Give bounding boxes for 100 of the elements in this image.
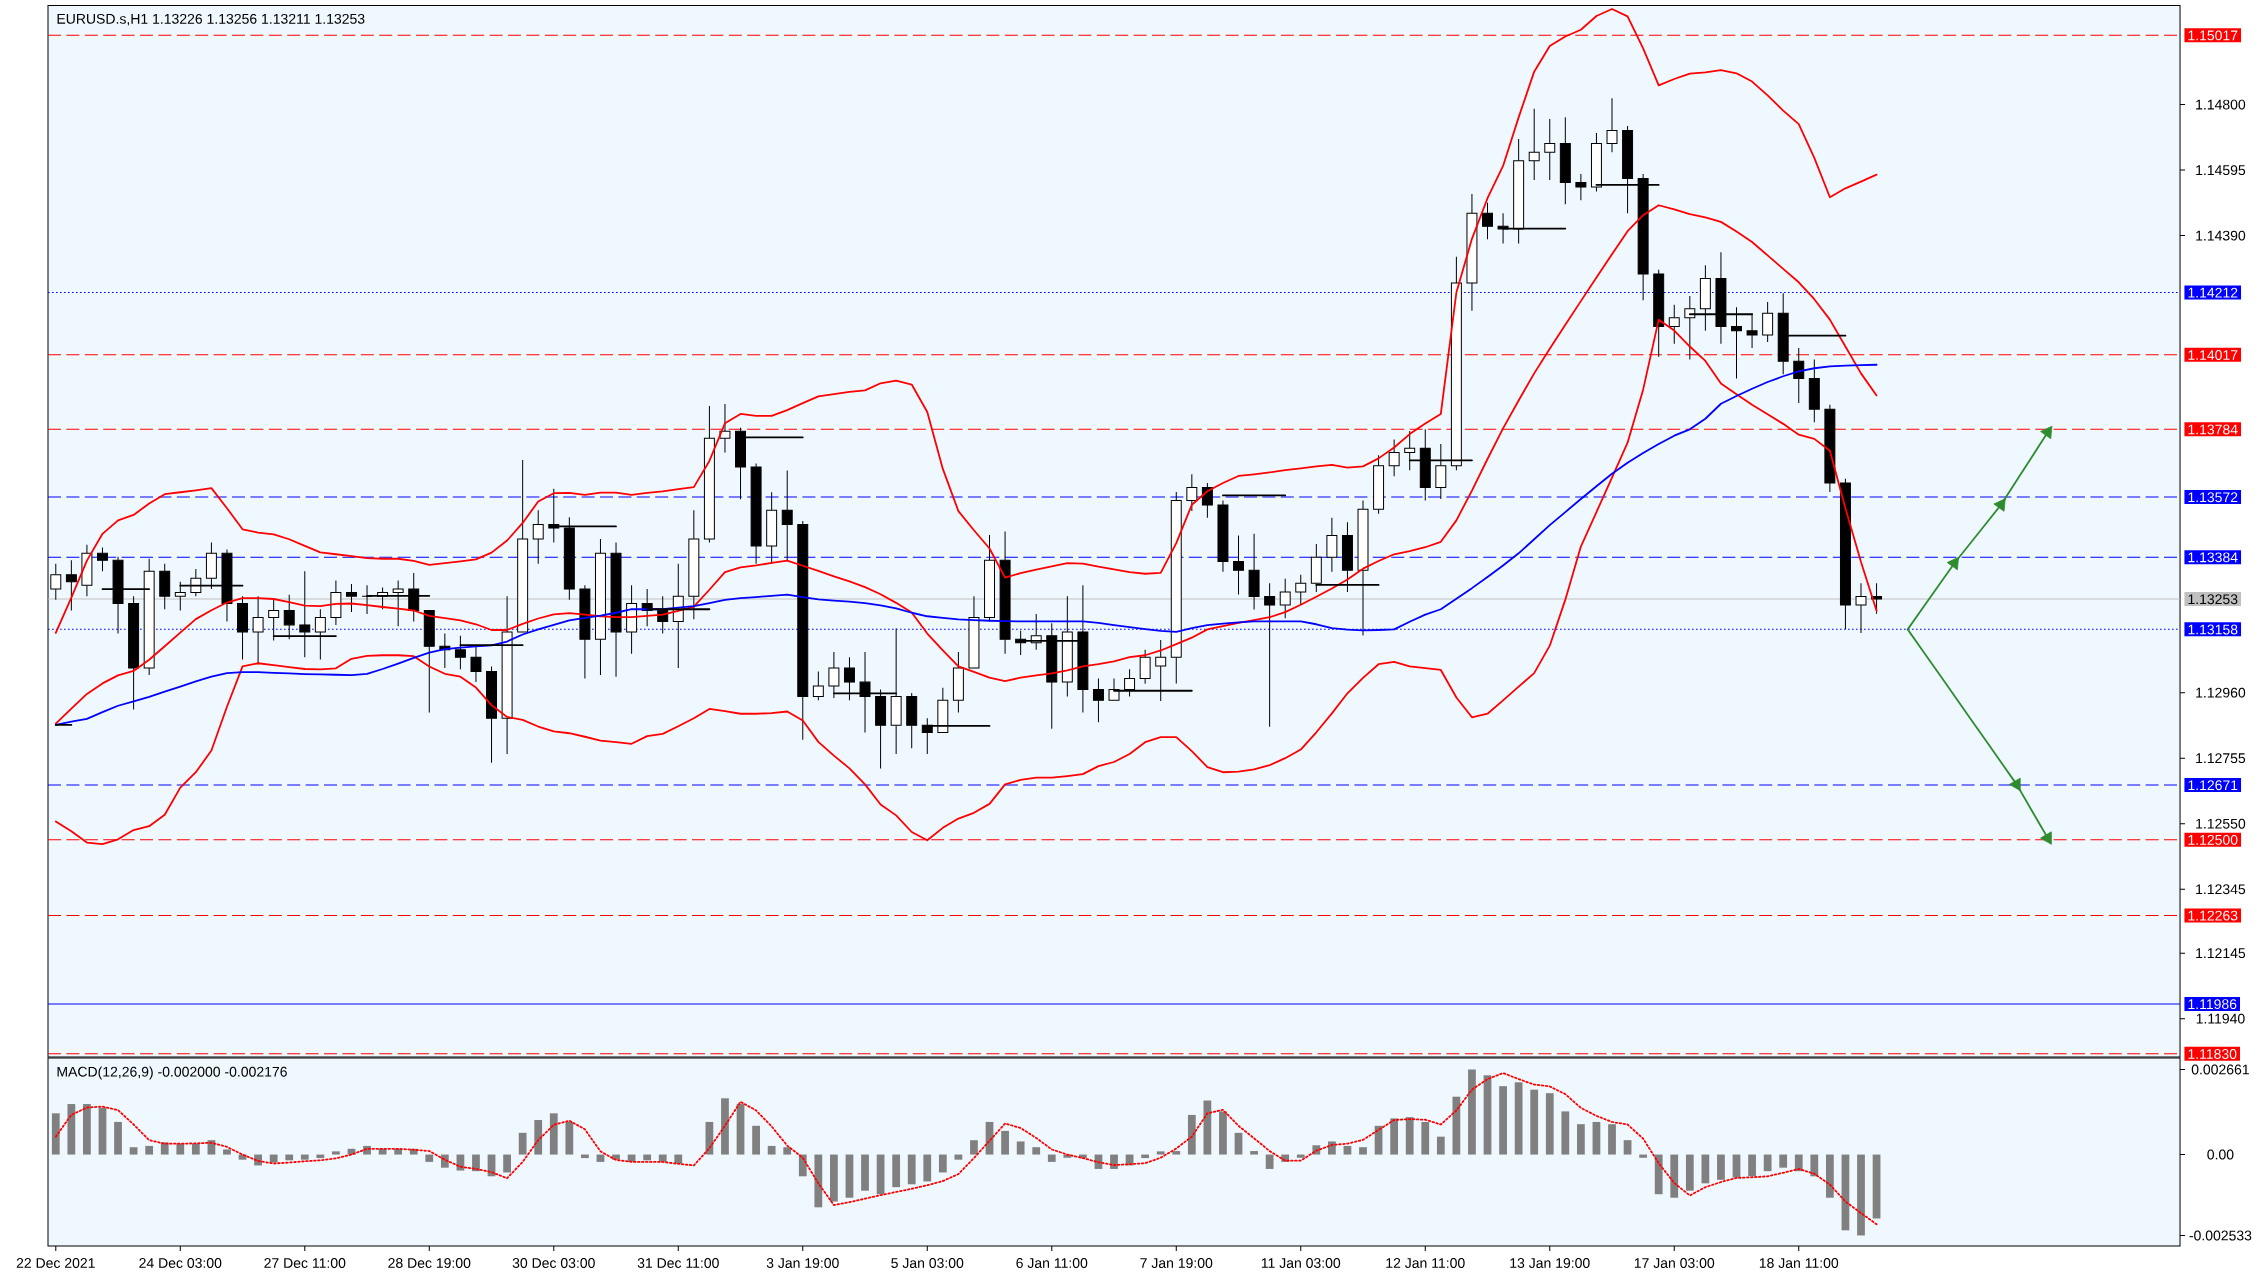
bar (1530, 1089, 1539, 1155)
point (2009, 777, 2021, 791)
candlestick (1233, 534, 1244, 596)
candlestick (1731, 306, 1742, 379)
bar (845, 1154, 854, 1198)
bar (1359, 1147, 1367, 1155)
x-tick-label: 6 Jan 11:00 (1016, 1258, 1088, 1268)
bar (1545, 1093, 1554, 1155)
candlestick (1777, 292, 1789, 375)
bar (1717, 1154, 1725, 1180)
bar (1250, 1151, 1258, 1155)
candlestick (579, 584, 591, 680)
bar (440, 1154, 449, 1168)
candlestick (1435, 443, 1447, 500)
ref-line-label: 1.13384 (2188, 552, 2238, 563)
bar (1001, 1130, 1009, 1155)
x-tick-label: 18 Jan 11:00 (1759, 1258, 1839, 1268)
y-tick-label: 0.00 (2207, 1149, 2234, 1160)
x-tick-label: 27 Dec 11:00 (264, 1258, 346, 1268)
candlestick (314, 608, 326, 660)
x-tick-label: 13 Jan 19:00 (1510, 1258, 1590, 1268)
bar (1234, 1132, 1243, 1155)
ref-line-label: 1.13253 (2188, 594, 2238, 605)
candlestick (50, 563, 62, 601)
ref-line-label: 1.15017 (2188, 30, 2238, 41)
bar (783, 1147, 792, 1155)
candlestick (128, 595, 140, 711)
candlestick (548, 488, 560, 543)
bar (565, 1121, 574, 1155)
bar (1670, 1154, 1679, 1198)
candlestick (532, 509, 544, 565)
x-tick-label: 3 Jan 19:00 (766, 1258, 839, 1268)
candlestick (221, 548, 233, 622)
bar (518, 1132, 527, 1155)
ref-line-label: 1.12671 (2188, 780, 2238, 791)
point (1946, 556, 1959, 571)
bar (1468, 1069, 1476, 1155)
candlestick (1155, 639, 1167, 702)
candlestick (299, 570, 311, 658)
candlestick (719, 403, 731, 454)
candlestick (1746, 312, 1758, 349)
bar (923, 1154, 932, 1182)
bar (1748, 1154, 1756, 1177)
bar (129, 1147, 138, 1155)
bar (503, 1154, 511, 1173)
bar (114, 1121, 122, 1155)
candlestick (1715, 251, 1727, 345)
candlestick (159, 563, 171, 610)
y-tick-label: 1.14390 (2196, 230, 2246, 241)
bar (67, 1104, 76, 1155)
candlestick (1824, 404, 1836, 493)
candlestick (781, 470, 793, 561)
bar (892, 1154, 901, 1188)
x-tick-label: 12 Jan 11:00 (1386, 1258, 1465, 1268)
bar (83, 1104, 91, 1155)
bar (1390, 1118, 1399, 1155)
bar (1872, 1154, 1881, 1219)
bar (970, 1140, 978, 1155)
point (2040, 831, 2052, 845)
y-tick-label: 1.14800 (2196, 99, 2246, 110)
bar (300, 1154, 309, 1160)
candlestick (1326, 517, 1338, 573)
ref-line-label: 1.12263 (2188, 910, 2238, 921)
text: EURUSD.s,H1 1.13226 1.13256 1.13211 1.13253 (57, 13, 365, 26)
candlestick (1139, 649, 1151, 685)
candlestick (1606, 97, 1618, 153)
bar (1187, 1114, 1196, 1155)
x-tick-label: 7 Jan 19:00 (1140, 1258, 1213, 1268)
bar (1452, 1096, 1461, 1155)
candlestick (1388, 439, 1400, 477)
ref-line-label: 1.11986 (2188, 999, 2237, 1010)
candlestick (610, 541, 622, 678)
candlestick (1092, 678, 1104, 723)
x-tick-label: 30 Dec 03:00 (512, 1258, 595, 1268)
bar (145, 1145, 154, 1155)
bar (767, 1145, 776, 1155)
ref-line-label: 1.14017 (2188, 350, 2238, 360)
bar (1623, 1140, 1632, 1155)
bar (830, 1154, 838, 1202)
text: MACD(12,26,9) -0.002000 -0.002176 (57, 1066, 287, 1080)
bar (1421, 1121, 1430, 1155)
candlestick (843, 656, 855, 701)
ref-line-label: 1.12500 (2188, 834, 2238, 845)
bar (1219, 1111, 1227, 1155)
candlestick (517, 459, 529, 633)
bar (1296, 1154, 1305, 1158)
bar (549, 1113, 558, 1155)
bar (1499, 1086, 1507, 1155)
point (1993, 498, 2006, 512)
candlestick (828, 651, 840, 699)
x-tick-label: 28 Dec 19:00 (388, 1258, 471, 1268)
y-tick-label: 1.14595 (2196, 165, 2246, 176)
bar (1763, 1154, 1772, 1172)
candlestick (470, 645, 482, 683)
candlestick (1575, 173, 1587, 201)
bar (1639, 1154, 1648, 1158)
candlestick (486, 665, 498, 764)
ref-line-label: 1.13784 (2188, 424, 2238, 435)
point (2040, 425, 2053, 440)
bar (534, 1120, 543, 1155)
